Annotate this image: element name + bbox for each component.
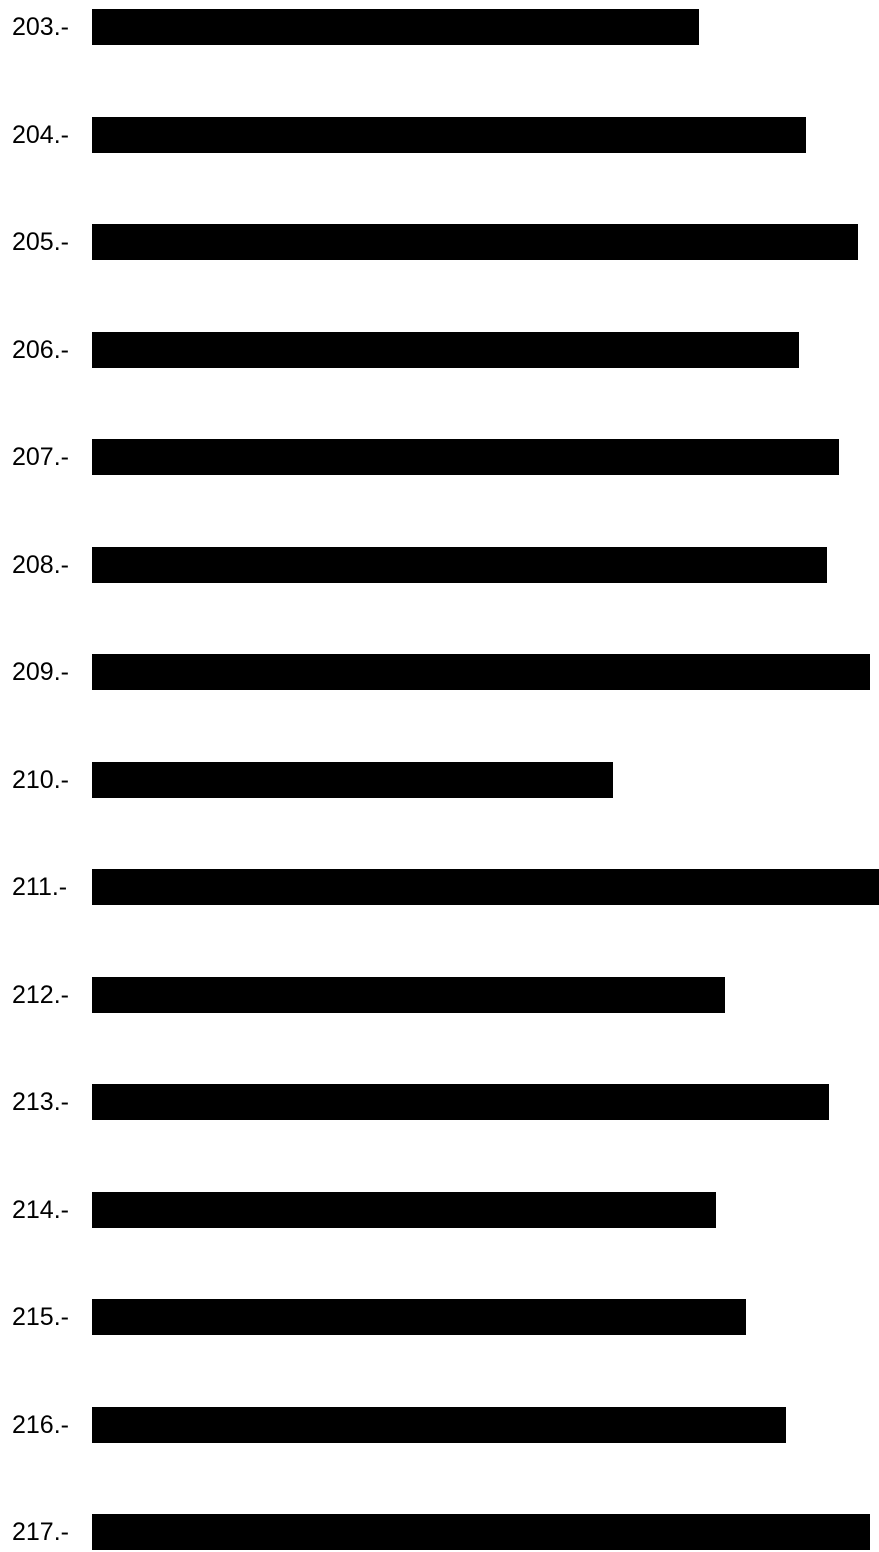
redaction-bar (92, 117, 806, 153)
redaction-bar (92, 869, 879, 905)
item-number: 215.- (12, 1303, 69, 1331)
redaction-bar (92, 9, 699, 45)
item-number: 209.- (12, 658, 69, 686)
redaction-bar (92, 1192, 716, 1228)
list-item: 210.- (0, 762, 879, 798)
item-number: 214.- (12, 1196, 69, 1224)
list-item: 217.- (0, 1514, 879, 1550)
item-number: 208.- (12, 551, 69, 579)
list-item: 215.- (0, 1299, 879, 1335)
item-number: 203.- (12, 13, 69, 41)
list-item: 212.- (0, 977, 879, 1013)
item-number: 216.- (12, 1411, 69, 1439)
redaction-bar (92, 547, 827, 583)
item-number: 212.- (12, 981, 69, 1009)
redaction-bar (92, 1084, 829, 1120)
list-item: 203.- (0, 9, 879, 45)
redaction-bar (92, 1514, 870, 1550)
list-item: 211.- (0, 869, 879, 905)
item-number: 213.- (12, 1088, 69, 1116)
list-item: 213.- (0, 1084, 879, 1120)
list-item: 214.- (0, 1192, 879, 1228)
item-number: 210.- (12, 766, 69, 794)
item-number: 206.- (12, 336, 69, 364)
list-item: 216.- (0, 1407, 879, 1443)
list-item: 208.- (0, 547, 879, 583)
item-number: 204.- (12, 121, 69, 149)
item-number: 207.- (12, 443, 69, 471)
redaction-bar (92, 977, 725, 1013)
redaction-bar (92, 1407, 786, 1443)
redaction-bar (92, 654, 870, 690)
item-number: 211.- (12, 873, 68, 901)
list-item: 207.- (0, 439, 879, 475)
list-item: 205.- (0, 224, 879, 260)
item-number: 205.- (12, 228, 69, 256)
item-number: 217.- (12, 1518, 69, 1546)
redaction-bar (92, 439, 839, 475)
list-item: 204.- (0, 117, 879, 153)
list-item: 206.- (0, 332, 879, 368)
redaction-bar (92, 1299, 746, 1335)
list-item: 209.- (0, 654, 879, 690)
redaction-bar (92, 762, 613, 798)
redaction-bar (92, 332, 799, 368)
redaction-bar (92, 224, 858, 260)
